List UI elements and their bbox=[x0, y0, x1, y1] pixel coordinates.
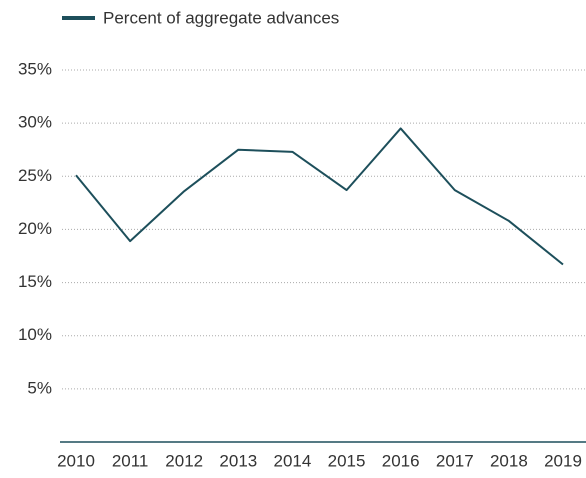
x-tick-label: 2011 bbox=[112, 451, 149, 470]
x-tick-label: 2018 bbox=[490, 451, 528, 470]
y-tick-label: 25% bbox=[18, 166, 52, 185]
y-tick-label: 20% bbox=[18, 219, 52, 238]
x-tick-label: 2014 bbox=[274, 451, 312, 470]
x-tick-label: 2010 bbox=[57, 451, 95, 470]
data-line bbox=[75, 127, 564, 266]
y-tick-label: 35% bbox=[18, 59, 52, 78]
x-tick-label: 2016 bbox=[382, 451, 420, 470]
x-tick-label: 2015 bbox=[328, 451, 366, 470]
x-tick-label: 2019 bbox=[544, 451, 582, 470]
y-tick-label: 10% bbox=[18, 325, 52, 344]
x-tick-label: 2012 bbox=[165, 451, 203, 470]
y-tick-label: 15% bbox=[18, 272, 52, 291]
y-tick-label: 5% bbox=[27, 378, 52, 397]
legend-label: Percent of aggregate advances bbox=[103, 8, 339, 27]
y-tick-label: 30% bbox=[18, 113, 52, 132]
x-tick-label: 2013 bbox=[219, 451, 257, 470]
x-tick-label: 2017 bbox=[436, 451, 474, 470]
